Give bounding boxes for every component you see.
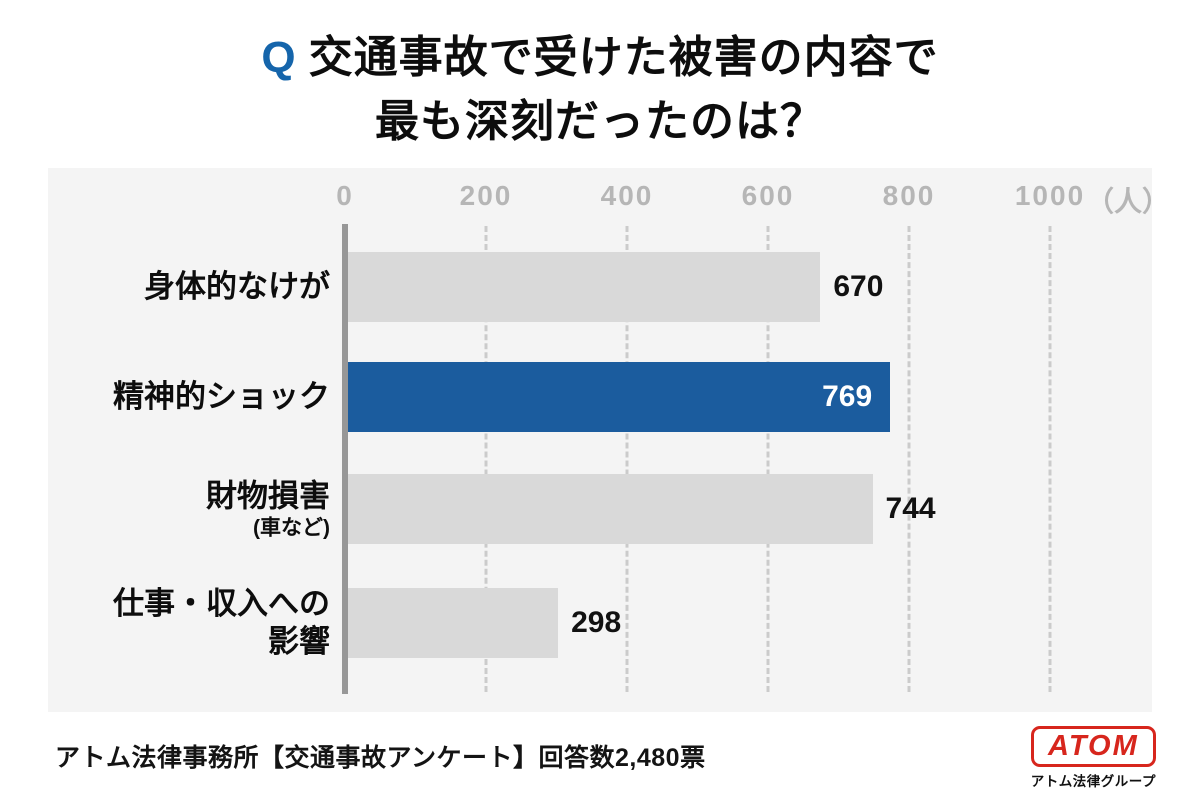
y-axis-line (342, 224, 348, 694)
x-axis-tick: 600 (741, 180, 795, 211)
atom-logo: ATOM アトム法律グループ (1031, 726, 1156, 790)
gridline (1048, 226, 1052, 692)
q-mark: Q (261, 33, 297, 82)
x-axis-tick: 1000 (1014, 180, 1086, 211)
bar-value-label: 744 (885, 492, 936, 525)
category-label: 仕事・収入への 影響 (113, 586, 330, 659)
gridline (907, 226, 911, 692)
category-label: 財物損害 (車など) (206, 478, 330, 540)
category-label: 身体的なけが (144, 269, 330, 305)
x-axis-unit-label: （人） (1086, 186, 1171, 217)
atom-logo-subtext: アトム法律グループ (1030, 774, 1156, 790)
bar-value-label: 769 (822, 380, 873, 413)
gridline (484, 226, 488, 692)
chart-title: Q 交通事故で受けた被害の内容で 最も深刻だったのは？ (0, 26, 1200, 154)
bar-highlighted: 769 (348, 362, 891, 432)
bar-value-label: 298 (571, 606, 622, 639)
gridline (766, 226, 770, 692)
gridline (625, 226, 629, 692)
atom-logo-badge: ATOM (1031, 726, 1156, 768)
x-axis-tick: 800 (882, 180, 936, 211)
bar (348, 474, 873, 544)
chart-title-line1: Q 交通事故で受けた被害の内容で (0, 26, 1200, 90)
bar (348, 252, 821, 322)
bar (348, 588, 559, 658)
category-label: 精神的ショック (113, 379, 330, 415)
chart-panel: 身体的なけが精神的ショック財物損害 (車など) 仕事・収入への 影響 0 200 400 6… (48, 168, 1170, 712)
chart-title-line2: 最も深刻だったのは？ (375, 96, 825, 146)
plot-area: 0 200 400 600 800 1000 （人） 670 769 744 298 (336, 168, 1170, 712)
x-axis-tick: 400 (600, 180, 654, 211)
x-axis-tick: 200 (459, 180, 513, 211)
x-axis-tick: 0 (336, 180, 354, 211)
source-caption: アトム法律事務所【交通事故アンケート】回答数2,480票 (55, 744, 706, 772)
bar-value-label: 670 (833, 270, 884, 303)
category-labels: 身体的なけが精神的ショック財物損害 (車など) 仕事・収入への 影響 (48, 168, 330, 712)
title-text-line1: 交通事故で受けた被害の内容で (308, 33, 939, 82)
